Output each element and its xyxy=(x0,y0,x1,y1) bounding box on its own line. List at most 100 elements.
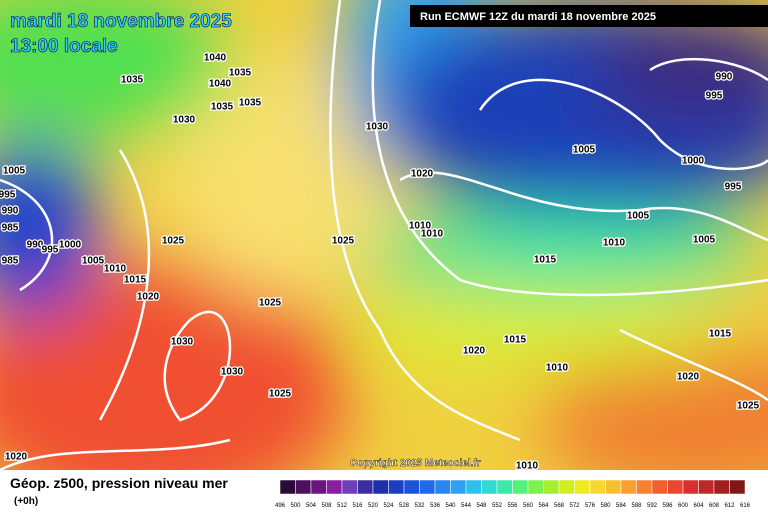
isobar-label: 1020 xyxy=(677,372,700,383)
scale-swatch xyxy=(682,479,699,495)
isobar-label: 1020 xyxy=(137,292,160,303)
scale-swatch xyxy=(372,479,389,495)
isobar-label: 1015 xyxy=(534,255,557,266)
scale-label: 552 xyxy=(492,503,503,509)
isobar-label: 1000 xyxy=(682,156,705,167)
scale-swatch xyxy=(620,479,637,495)
scale-label: 564 xyxy=(538,503,549,509)
isobar-label: 1010 xyxy=(516,461,539,472)
isobar-label: 1010 xyxy=(421,229,444,240)
scale-swatch xyxy=(589,479,606,495)
scale-swatch xyxy=(496,479,513,495)
isobar-label: 1025 xyxy=(269,389,292,400)
scale-swatch xyxy=(341,479,358,495)
scale-swatch xyxy=(543,479,560,495)
scale-swatch xyxy=(651,479,668,495)
scale-swatch xyxy=(388,479,405,495)
scale-swatch xyxy=(574,479,591,495)
isobar-label: 1030 xyxy=(173,115,196,126)
scale-label: 572 xyxy=(569,503,580,509)
scale-swatch xyxy=(667,479,684,495)
isobar-label: 1040 xyxy=(204,53,227,64)
scale-label: 524 xyxy=(383,503,394,509)
scale-label: 544 xyxy=(461,503,472,509)
scale-swatch xyxy=(279,479,296,495)
time: 13:00 locale xyxy=(10,36,118,57)
footer-title: Géop. z500, pression niveau mer xyxy=(10,475,228,491)
scale-label: 520 xyxy=(368,503,379,509)
scale-swatch xyxy=(698,479,715,495)
run-info: Run ECMWF 12Z du mardi 18 novembre 2025 xyxy=(420,11,656,23)
isobar-label: 985 xyxy=(2,223,19,234)
isobar-label: 1010 xyxy=(603,238,626,249)
isobar-label: 1005 xyxy=(627,211,650,222)
copyright: Copyright 2025 Meteociel.fr xyxy=(350,458,481,469)
isobar-label: 990 xyxy=(27,240,44,251)
scale-label: 500 xyxy=(290,503,301,509)
scale-label: 588 xyxy=(631,503,642,509)
scale-label: 508 xyxy=(321,503,332,509)
scale-label: 496 xyxy=(275,503,286,509)
isobar-label: 1030 xyxy=(221,367,244,378)
scale-label: 528 xyxy=(399,503,410,509)
date: mardi 18 novembre 2025 xyxy=(10,11,232,32)
scale-label: 580 xyxy=(600,503,611,509)
isobar-label: 1005 xyxy=(573,145,596,156)
scale-label: 600 xyxy=(678,503,689,509)
scale-label: 532 xyxy=(414,503,425,509)
isobar-label: 995 xyxy=(706,91,723,102)
scale-swatch xyxy=(310,479,327,495)
footer-lead: (+0h) xyxy=(14,496,38,507)
scale-swatch xyxy=(419,479,436,495)
scale-label: 604 xyxy=(693,503,704,509)
run-box xyxy=(410,5,768,27)
scale-label: 516 xyxy=(352,503,363,509)
isobar-label: 1005 xyxy=(693,235,716,246)
isobar-label: 995 xyxy=(42,245,59,256)
scale-swatch xyxy=(558,479,575,495)
scale-swatch xyxy=(481,479,498,495)
isobar-label: 1035 xyxy=(211,102,234,113)
scale-label: 568 xyxy=(554,503,565,509)
isobar-label: 1035 xyxy=(121,75,144,86)
scale-label: 556 xyxy=(507,503,518,509)
isobar-label: 1005 xyxy=(82,256,105,267)
scale-label: 540 xyxy=(445,503,456,509)
scale-swatch xyxy=(713,479,730,495)
scale-swatch xyxy=(729,479,746,495)
isobar-label: 1035 xyxy=(239,98,262,109)
scale-label: 616 xyxy=(740,503,751,509)
isobar-label: 990 xyxy=(716,72,733,83)
scale-label: 596 xyxy=(662,503,673,509)
isobar-label: 1030 xyxy=(366,122,389,133)
scale-label: 592 xyxy=(647,503,658,509)
isobar-label: 995 xyxy=(725,182,742,193)
scale-swatch xyxy=(357,479,374,495)
scale-label: 584 xyxy=(616,503,627,509)
isobar-label: 1025 xyxy=(259,298,282,309)
isobar-label: 1025 xyxy=(737,401,760,412)
scale-swatch xyxy=(465,479,482,495)
isobar-label: 1015 xyxy=(124,275,147,286)
isobar-label: 1000 xyxy=(59,240,82,251)
scale-swatch xyxy=(295,479,312,495)
isobar-label: 1020 xyxy=(411,169,434,180)
scale-swatch xyxy=(512,479,529,495)
isobar-label: 1010 xyxy=(546,363,569,374)
isobar-label: 985 xyxy=(2,256,19,267)
isobar-label: 1020 xyxy=(463,346,486,357)
scale-swatch xyxy=(326,479,343,495)
scale-label: 612 xyxy=(724,503,735,509)
scale-label: 536 xyxy=(430,503,441,509)
scale-swatch xyxy=(434,479,451,495)
isobar-label: 995 xyxy=(0,190,16,201)
isobar-label: 1025 xyxy=(332,236,355,247)
isobar-label: 1015 xyxy=(504,335,527,346)
scale-swatch xyxy=(636,479,653,495)
scale-label: 548 xyxy=(476,503,487,509)
isobar-label: 1010 xyxy=(409,221,432,232)
isobars xyxy=(0,0,768,470)
color-scale: 496 500 504 508 512 516 520 524 528 532 536 540 544 5… xyxy=(275,479,751,509)
